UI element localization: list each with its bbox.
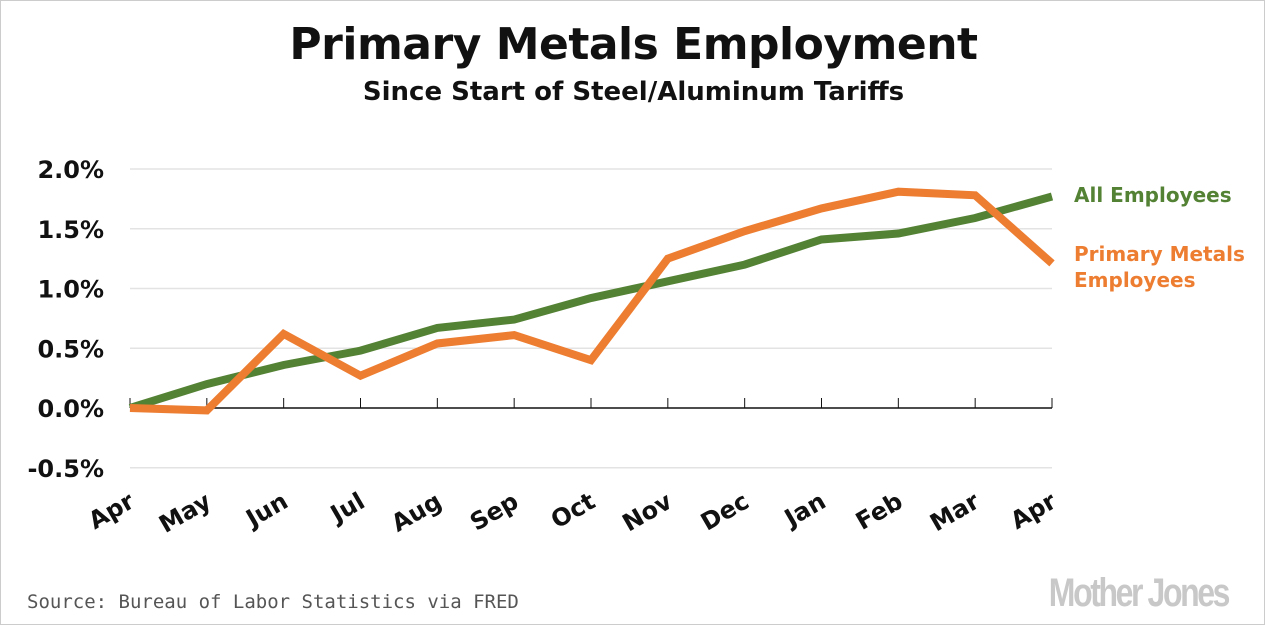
y-tick-label: -0.5%	[27, 455, 104, 483]
x-tick-label: Aug	[387, 487, 447, 538]
x-tick-label: Oct	[546, 487, 600, 534]
legend-primary-metals-line2: Employees	[1074, 268, 1195, 292]
source-note: Source: Bureau of Labor Statistics via F…	[27, 591, 519, 613]
y-tick-label: 0.0%	[37, 395, 104, 423]
x-tick-label: Apr	[84, 487, 139, 535]
x-tick-label: Nov	[618, 487, 678, 538]
x-tick-label: Jan	[778, 487, 830, 533]
x-tick-label: Jul	[324, 487, 369, 529]
legend-all-employees: All Employees	[1074, 183, 1232, 207]
x-tick-label: Dec	[696, 487, 754, 536]
x-tick-label: May	[154, 487, 216, 539]
x-tick-label: Jun	[240, 487, 293, 534]
y-tick-label: 2.0%	[37, 156, 104, 184]
y-tick-label: 1.0%	[37, 276, 104, 304]
x-tick-label: Sep	[465, 487, 523, 537]
y-tick-label: 0.5%	[37, 335, 104, 363]
x-tick-label: Mar	[925, 487, 984, 537]
y-tick-label: 1.5%	[37, 216, 104, 244]
mother-jones-logo: Mother Jones	[1049, 571, 1228, 616]
x-tick-label: Apr	[1006, 487, 1061, 535]
legend-primary-metals-line1: Primary Metals	[1074, 242, 1245, 266]
x-tick-label: Feb	[851, 487, 907, 536]
